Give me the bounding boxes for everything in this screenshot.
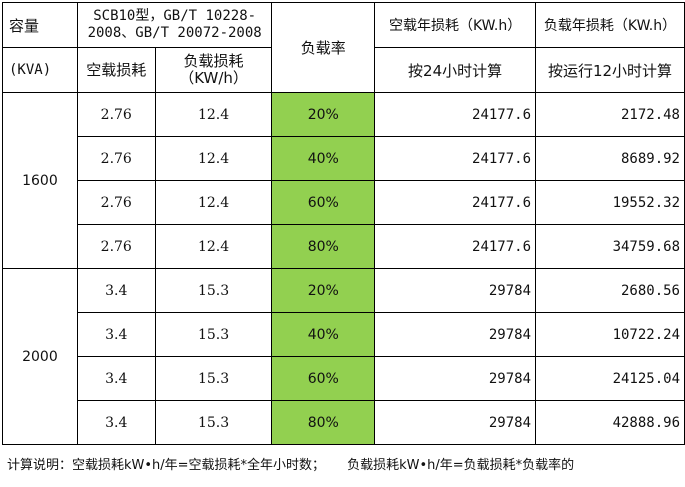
noload-annual-cell[interactable]: 24177.6: [374, 224, 537, 269]
load-annual-cell[interactable]: 24125.04: [535, 356, 685, 401]
load-loss-cell[interactable]: 12.4: [154, 180, 273, 225]
capacity-header[interactable]: 容量: [2, 2, 78, 48]
noload-loss-cell[interactable]: 3.4: [76, 356, 156, 401]
calculation-note-part1: 计算说明：空载损耗kW•h/年=空载损耗*全年小时数；: [7, 458, 326, 473]
load-annual-cell[interactable]: 8689.92: [535, 136, 685, 181]
noload-loss-cell[interactable]: 3.4: [76, 400, 156, 445]
load-loss-cell[interactable]: 15.3: [154, 268, 273, 313]
load-annual-cell[interactable]: 2172.48: [535, 92, 685, 137]
load-loss-cell[interactable]: 15.3: [154, 356, 273, 401]
noload-loss-cell[interactable]: 2.76: [76, 224, 156, 269]
load-rate-cell[interactable]: 80%: [271, 224, 376, 269]
load-rate-cell[interactable]: 40%: [271, 312, 376, 357]
loss-table: 容量 SCB10型，GB/T 10228-2008、GB/T 20072-200…: [2, 2, 685, 445]
noload-annual-header[interactable]: 空载年损耗（KW.h）: [374, 2, 537, 48]
noload-annual-cell[interactable]: 29784: [374, 356, 537, 401]
load-rate-cell[interactable]: 60%: [271, 356, 376, 401]
load-annual-cell[interactable]: 10722.24: [535, 312, 685, 357]
calculation-note[interactable]: 计算说明：空载损耗kW•h/年=空载损耗*全年小时数； 负载损耗kW•h/年=负载…: [7, 454, 574, 473]
noload-annual-subheader[interactable]: 按24小时计算: [374, 47, 537, 93]
capacity-cell[interactable]: 2000: [2, 268, 78, 445]
load-loss-cell[interactable]: 12.4: [154, 224, 273, 269]
load-annual-cell[interactable]: 19552.32: [535, 180, 685, 225]
load-loss-cell[interactable]: 15.3: [154, 400, 273, 445]
noload-annual-cell[interactable]: 29784: [374, 400, 537, 445]
noload-annual-cell[interactable]: 29784: [374, 268, 537, 313]
load-annual-subheader[interactable]: 按运行12小时计算: [535, 47, 685, 93]
load-loss-cell[interactable]: 15.3: [154, 312, 273, 357]
load-loss-header[interactable]: 负载损耗（KW/h）: [154, 47, 273, 93]
noload-loss-cell[interactable]: 3.4: [76, 268, 156, 313]
noload-annual-cell[interactable]: 24177.6: [374, 92, 537, 137]
load-annual-header[interactable]: 负载年损耗（KW.h）: [535, 2, 685, 48]
calculation-note-part2: 负载损耗kW•h/年=负载损耗*负载率的: [347, 458, 575, 473]
load-rate-cell[interactable]: 60%: [271, 180, 376, 225]
load-annual-cell[interactable]: 34759.68: [535, 224, 685, 269]
noload-annual-cell[interactable]: 29784: [374, 312, 537, 357]
capacity-unit-header[interactable]: (KVA): [2, 47, 78, 93]
noload-loss-cell[interactable]: 2.76: [76, 136, 156, 181]
noload-loss-cell[interactable]: 3.4: [76, 312, 156, 357]
load-rate-cell[interactable]: 40%: [271, 136, 376, 181]
load-rate-cell[interactable]: 20%: [271, 92, 376, 137]
load-rate-header[interactable]: 负载率: [271, 2, 376, 93]
standard-header[interactable]: SCB10型，GB/T 10228-2008、GB/T 20072-2008: [76, 2, 273, 48]
load-rate-cell[interactable]: 20%: [271, 268, 376, 313]
capacity-cell[interactable]: 1600: [2, 92, 78, 269]
load-loss-cell[interactable]: 12.4: [154, 92, 273, 137]
load-annual-cell[interactable]: 2680.56: [535, 268, 685, 313]
load-loss-cell[interactable]: 12.4: [154, 136, 273, 181]
noload-loss-cell[interactable]: 2.76: [76, 180, 156, 225]
load-annual-cell[interactable]: 42888.96: [535, 400, 685, 445]
noload-loss-header[interactable]: 空载损耗: [76, 47, 156, 93]
noload-loss-cell[interactable]: 2.76: [76, 92, 156, 137]
noload-annual-cell[interactable]: 24177.6: [374, 180, 537, 225]
load-rate-cell[interactable]: 80%: [271, 400, 376, 445]
noload-annual-cell[interactable]: 24177.6: [374, 136, 537, 181]
